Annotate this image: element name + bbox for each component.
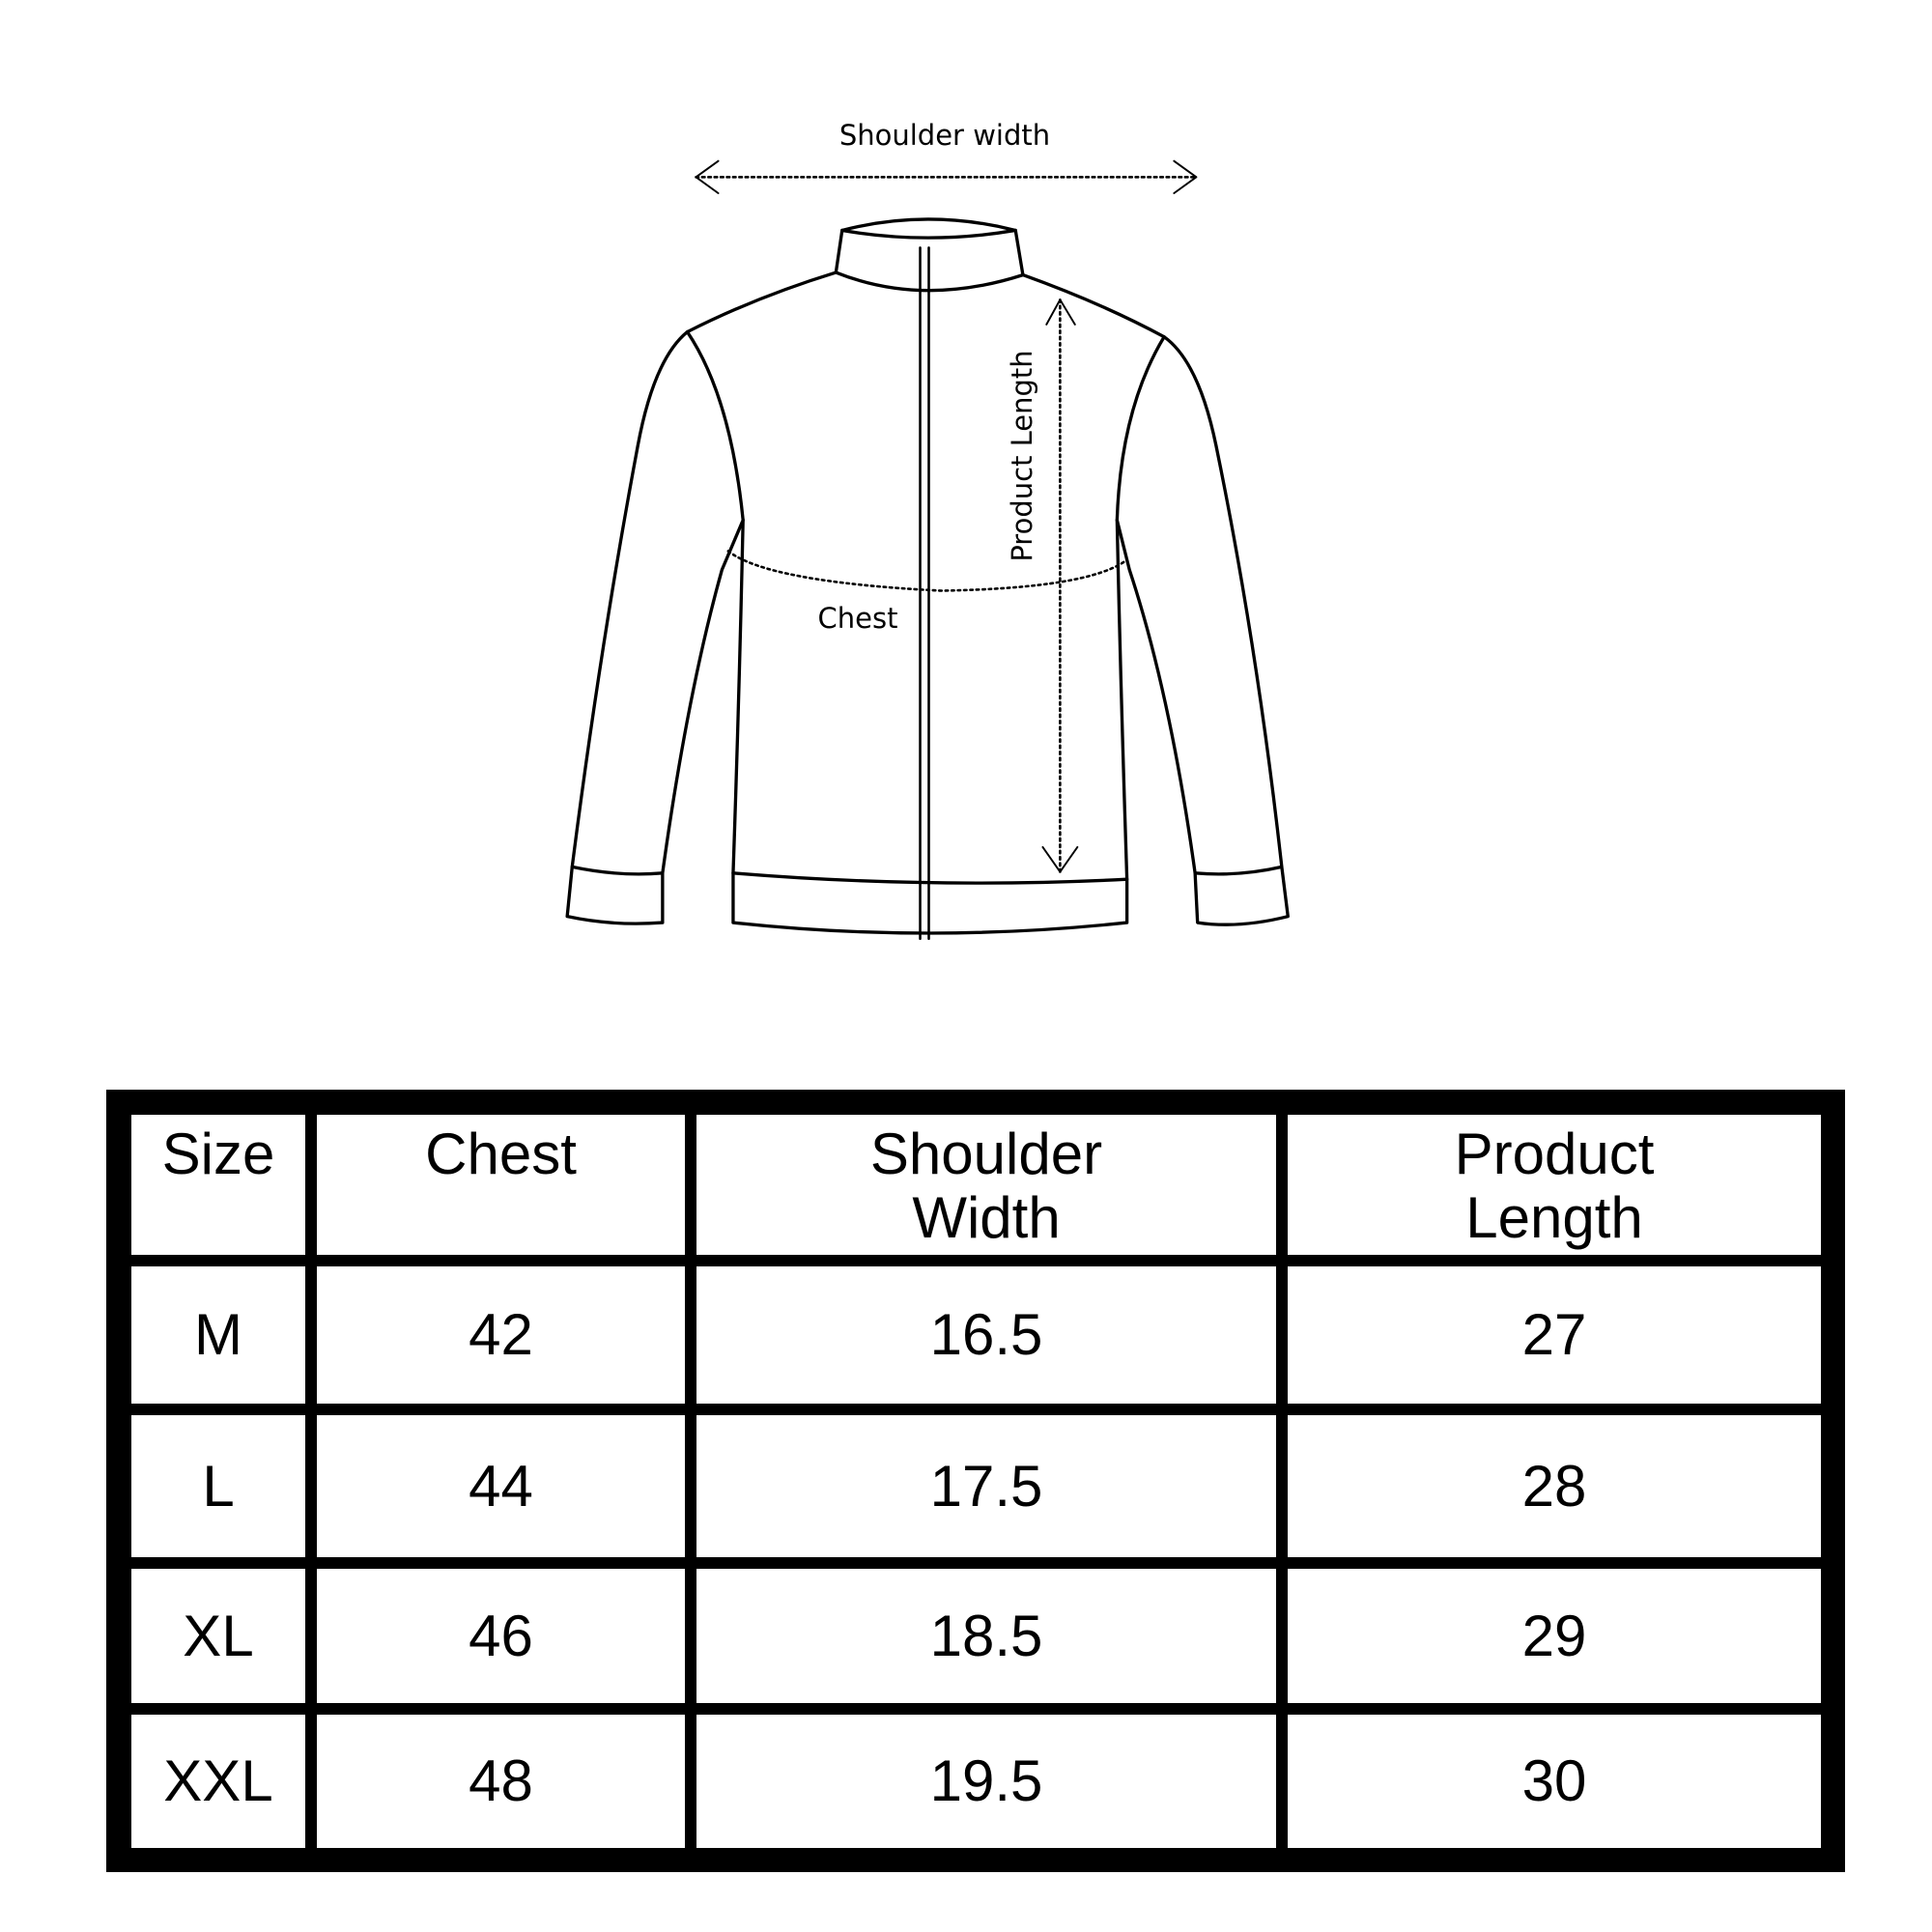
- cell-length: 30: [1288, 1715, 1821, 1848]
- jacket-diagram: Shoulder width Chest Product Length: [565, 119, 1290, 941]
- cell-shoulder: 16.5: [696, 1266, 1276, 1404]
- shoulder-width-arrow: [695, 159, 1198, 194]
- jacket-outline: [565, 217, 1290, 941]
- cell-length: 27: [1288, 1266, 1821, 1404]
- size-chart-table: Size Chest Shoulder Width Product Length…: [106, 1090, 1845, 1872]
- cell-chest: 46: [317, 1569, 685, 1703]
- cell-chest: 42: [317, 1266, 685, 1404]
- cell-shoulder: 19.5: [696, 1715, 1276, 1848]
- cell-chest: 44: [317, 1415, 685, 1557]
- header-product-length: Product Length: [1288, 1115, 1821, 1255]
- cell-length: 28: [1288, 1415, 1821, 1557]
- product-length-label: Product Length: [1006, 350, 1038, 561]
- cell-size: L: [131, 1415, 305, 1557]
- shoulder-width-label: Shoulder width: [839, 119, 1050, 152]
- cell-chest: 48: [317, 1715, 685, 1848]
- cell-shoulder: 18.5: [696, 1569, 1276, 1703]
- cell-size: M: [131, 1266, 305, 1404]
- chest-label: Chest: [818, 602, 898, 635]
- cell-shoulder: 17.5: [696, 1415, 1276, 1557]
- chest-measure-line: [726, 550, 1128, 592]
- header-shoulder-width: Shoulder Width: [696, 1115, 1276, 1255]
- header-chest: Chest: [317, 1115, 685, 1255]
- header-size: Size: [131, 1115, 305, 1255]
- cell-size: XL: [131, 1569, 305, 1703]
- cell-length: 29: [1288, 1569, 1821, 1703]
- cell-size: XXL: [131, 1715, 305, 1848]
- product-length-arrow: [1041, 298, 1079, 873]
